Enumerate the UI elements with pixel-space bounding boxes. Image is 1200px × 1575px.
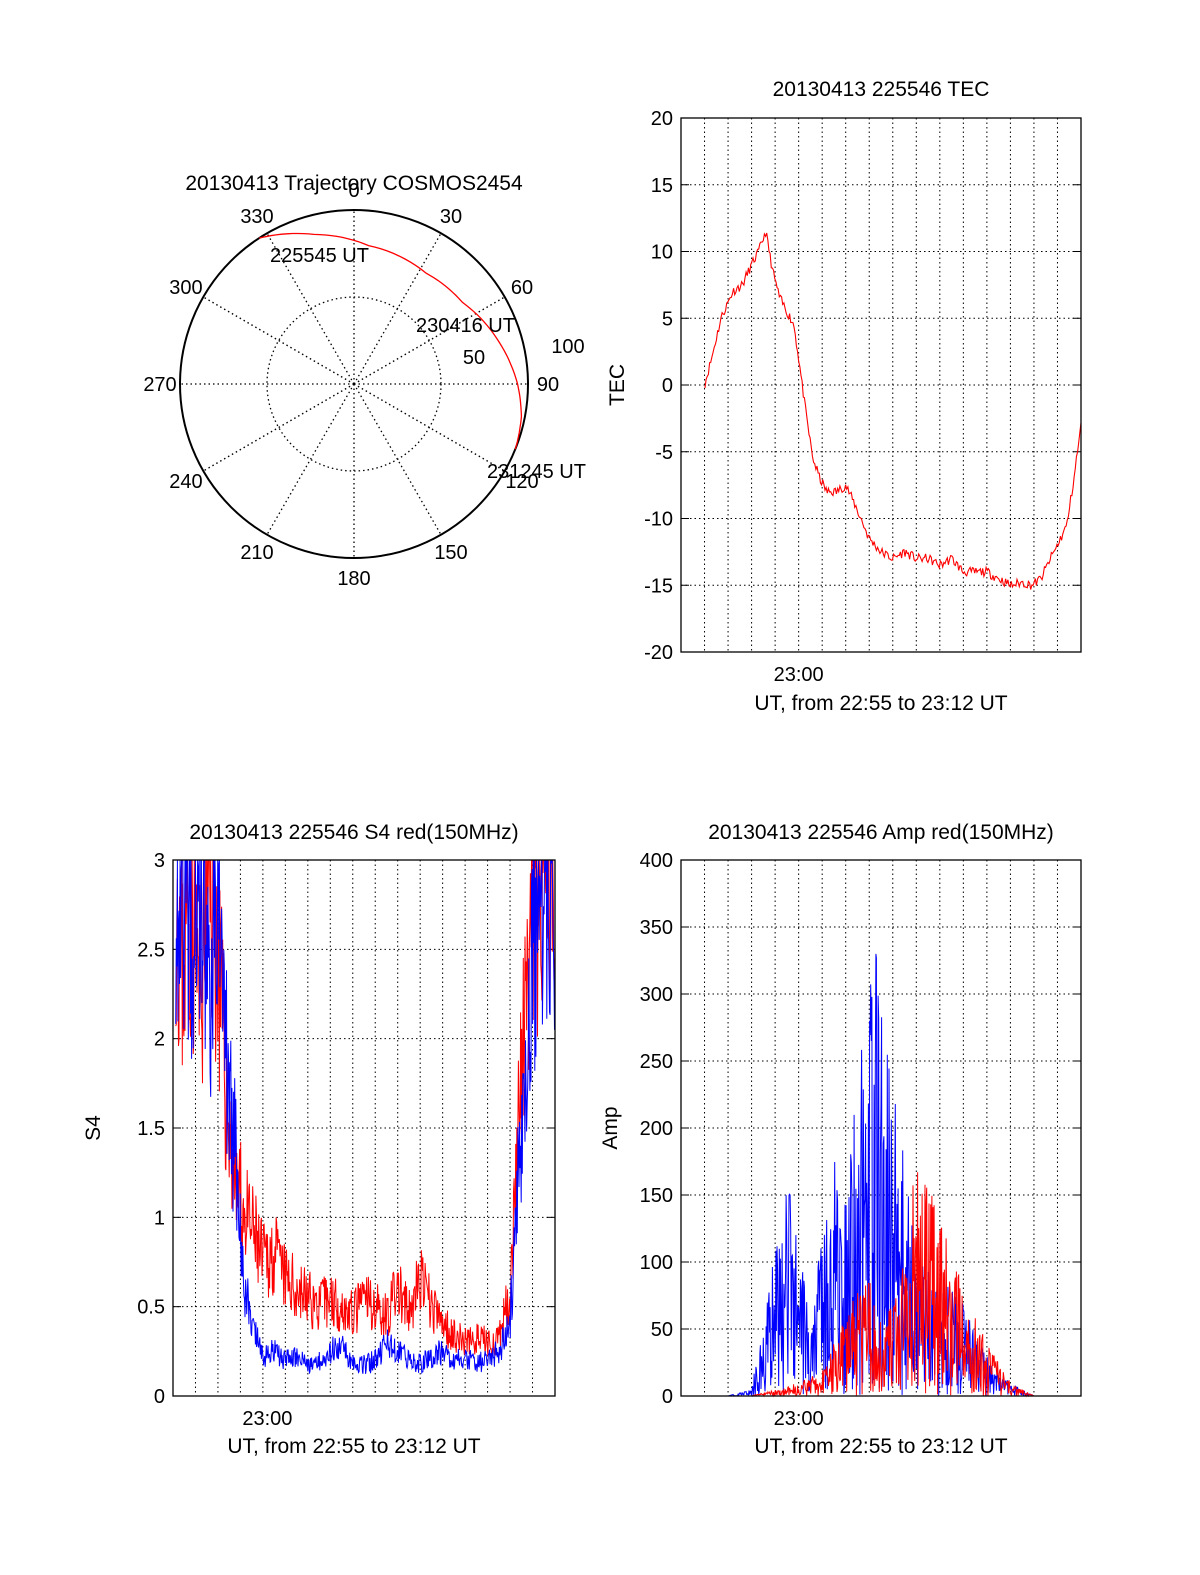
angle-tick-label: 0 — [348, 180, 359, 202]
spoke-gridline — [353, 232, 442, 385]
y-tick-label: 0 — [154, 1386, 165, 1408]
spoke-gridline — [353, 383, 506, 472]
polar-grid — [179, 209, 529, 559]
trajectory-annotations: 225545 UT 230416 UT 231245 UT — [270, 245, 586, 483]
y-tick-label: 10 — [651, 242, 673, 264]
angle-tick-label: 150 — [434, 542, 467, 564]
radial-tick-label: 100 — [551, 336, 584, 358]
x-tick-label: 23:00 — [774, 1408, 824, 1430]
y-tick-label: 20 — [651, 108, 673, 130]
y-tick-label: 1.5 — [137, 1118, 165, 1140]
y-tick-label: 400 — [640, 850, 673, 872]
y-tick-label: 2 — [154, 1029, 165, 1051]
spoke-gridline — [202, 383, 355, 472]
amp-ylabel: Amp — [599, 1106, 622, 1149]
y-tick-label: -15 — [644, 575, 673, 597]
y-tick-label: 150 — [640, 1185, 673, 1207]
y-tick-label: 5 — [662, 308, 673, 330]
x-tick-label: 23:00 — [774, 664, 824, 686]
s4-plot: 20130413 225546 S4 red(150MHz) 0 0.5 1 1.5 2… — [82, 821, 556, 1458]
trajectory-line — [259, 232, 523, 450]
y-tick-label: 15 — [651, 175, 673, 197]
y-tick-label: 300 — [640, 984, 673, 1006]
y-tick-label: 200 — [640, 1118, 673, 1140]
radial-tick-label: 50 — [463, 347, 485, 369]
angle-tick-label: 330 — [240, 206, 273, 228]
tec-title: 20130413 225546 TEC — [773, 78, 990, 101]
y-tick-label: -10 — [644, 509, 673, 531]
trajectory-polar-plot: 20130413 Trajectory COSMOS2454 0 30 60 90 12… — [143, 172, 586, 590]
tec-xlabel: UT, from 22:55 to 23:12 UT — [754, 692, 1007, 715]
grid — [681, 118, 1081, 652]
spoke-gridline — [266, 383, 355, 536]
s4-title: 20130413 225546 S4 red(150MHz) — [189, 821, 518, 844]
y-tick-label: 100 — [640, 1252, 673, 1274]
spoke-gridline — [353, 383, 442, 536]
series-line — [681, 953, 1081, 1398]
y-tick-label: 50 — [651, 1319, 673, 1341]
angle-tick-label: 120 — [505, 471, 538, 493]
trajectory-title: 20130413 Trajectory COSMOS2454 — [185, 172, 523, 195]
tec-ylabel: TEC — [606, 364, 629, 406]
polar-labels: 0 30 60 90 120 150 180 210 240 270 300 330 50 100 — [143, 180, 584, 590]
trajectory-annotation: 230416 UT — [416, 315, 515, 337]
angle-tick-label: 240 — [169, 471, 202, 493]
angle-tick-label: 60 — [511, 277, 533, 299]
y-tick-label: -20 — [644, 642, 673, 664]
polar-outer-circle — [179, 209, 529, 559]
trajectory-annotation: 225545 UT — [270, 245, 369, 267]
plot-frame — [680, 859, 1082, 1397]
spoke-gridline — [202, 296, 355, 385]
trajectory-track — [259, 232, 523, 450]
plot-frame — [172, 859, 556, 1397]
amp-title: 20130413 225546 Amp red(150MHz) — [708, 821, 1054, 844]
series-line — [704, 232, 1082, 590]
y-tick-label: 350 — [640, 917, 673, 939]
series-line — [175, 859, 556, 1375]
s4-xlabel: UT, from 22:55 to 23:12 UT — [227, 1435, 480, 1458]
y-tick-label: 2.5 — [137, 939, 165, 961]
angle-tick-label: 270 — [143, 374, 176, 396]
y-tick-label: 0.5 — [137, 1297, 165, 1319]
angle-tick-label: 30 — [440, 206, 462, 228]
x-tick-label: 23:00 — [242, 1408, 292, 1430]
spoke-gridline — [266, 232, 355, 385]
amp-plot: 20130413 225546 Amp red(150MHz) 0 50 100 15… — [599, 821, 1082, 1458]
series-line — [681, 1172, 1081, 1398]
angle-tick-label: 90 — [537, 374, 559, 396]
spoke-gridline — [353, 296, 506, 385]
angle-tick-label: 180 — [337, 568, 370, 590]
tec-plot: 20130413 225546 TEC -20 -15 -10 -5 0 5 10 15 20 2… — [606, 78, 1082, 715]
amp-xlabel: UT, from 22:55 to 23:12 UT — [754, 1435, 1007, 1458]
y-tick-label: 3 — [154, 850, 165, 872]
angle-tick-label: 210 — [240, 542, 273, 564]
y-tick-label: -5 — [655, 442, 673, 464]
y-tick-label: 0 — [662, 375, 673, 397]
y-tick-label: 1 — [154, 1207, 165, 1229]
y-tick-label: 250 — [640, 1051, 673, 1073]
y-tick-label: 0 — [662, 1386, 673, 1408]
plot-frame — [680, 117, 1082, 653]
angle-tick-label: 300 — [169, 277, 202, 299]
s4-ylabel: S4 — [82, 1115, 105, 1141]
trajectory-annotation: 231245 UT — [487, 461, 586, 483]
